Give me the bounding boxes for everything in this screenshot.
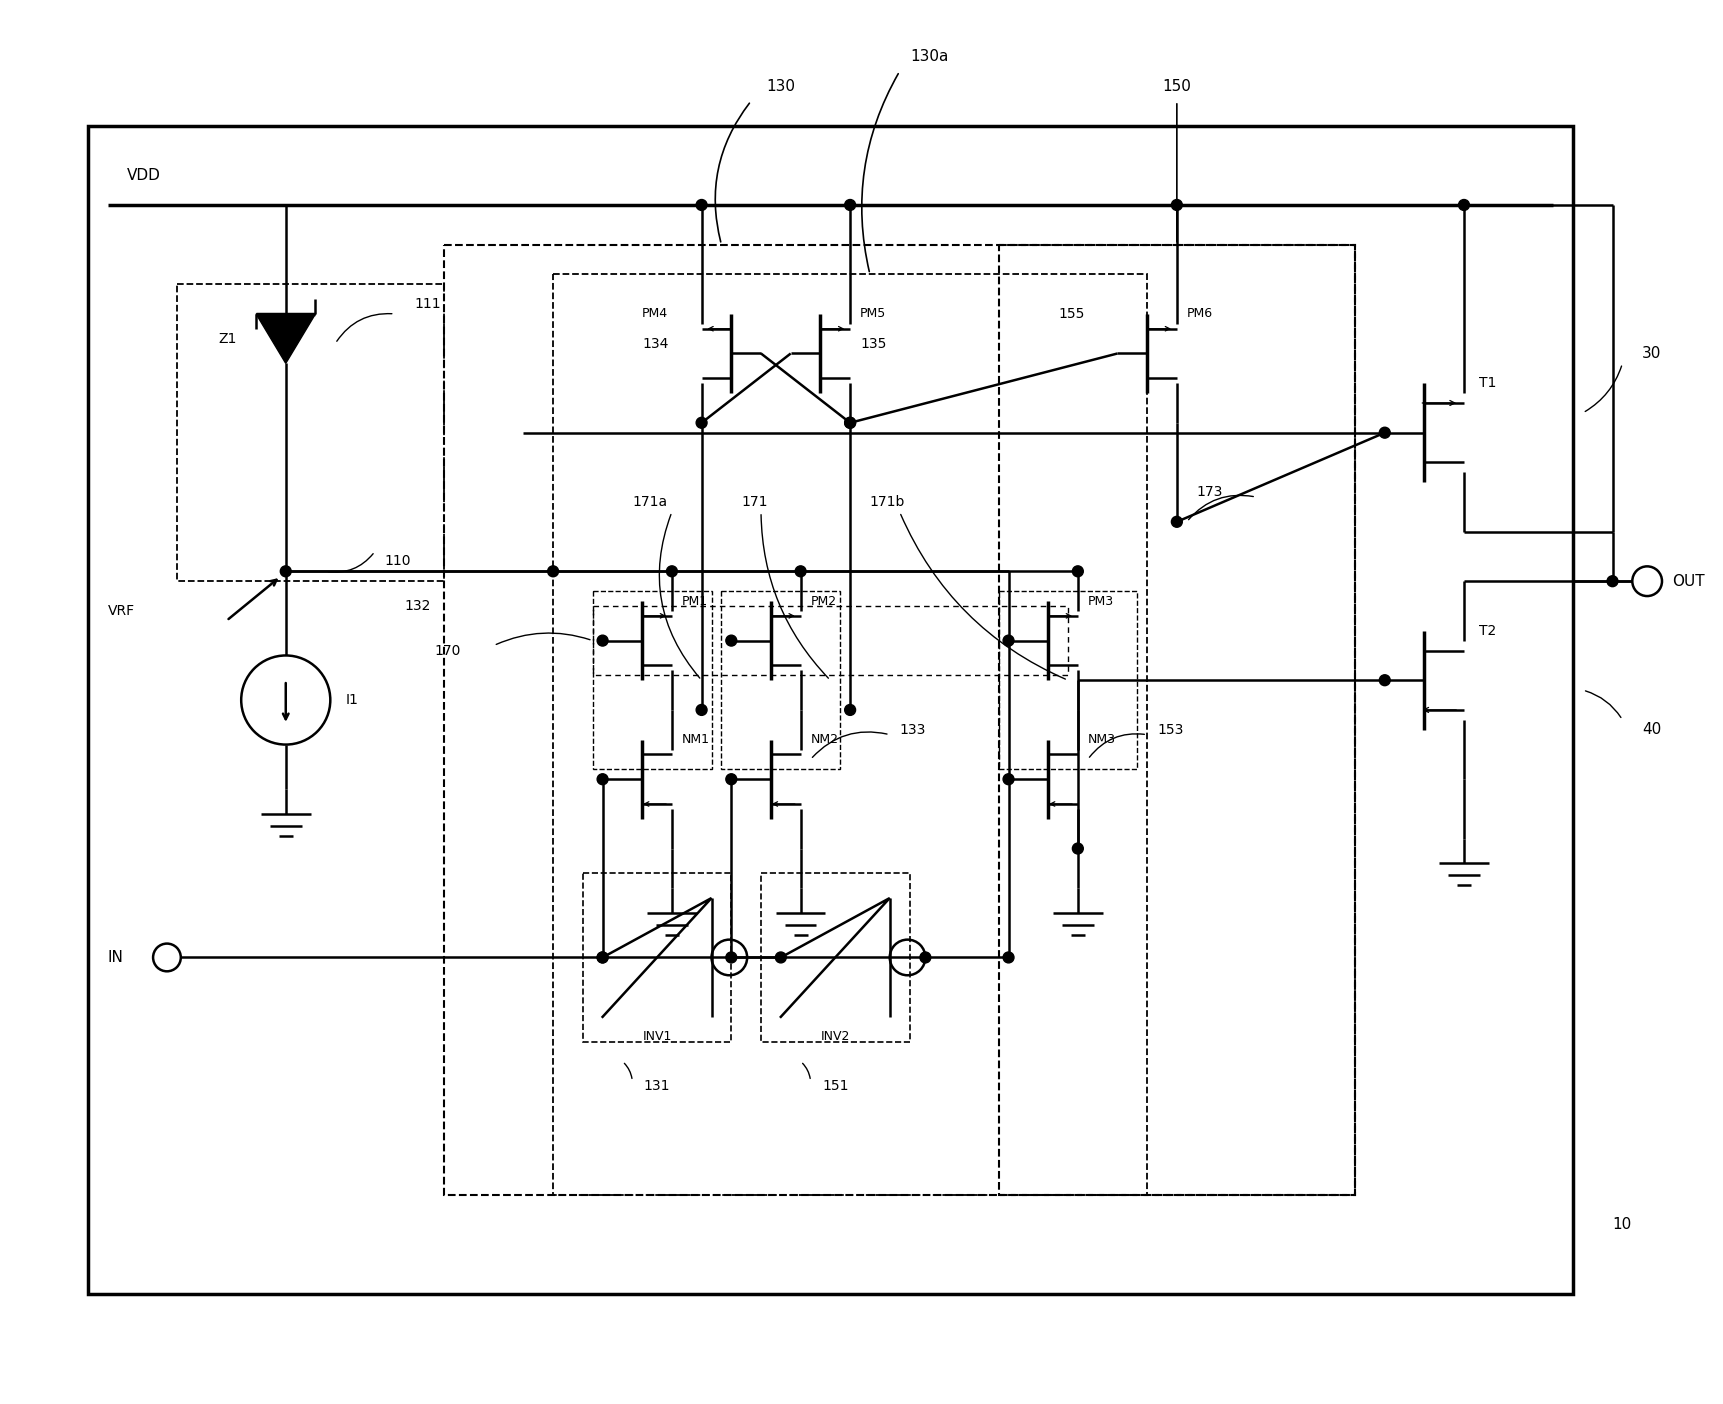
Circle shape	[1072, 842, 1082, 854]
Text: I1: I1	[345, 694, 358, 708]
Circle shape	[920, 952, 930, 963]
Text: Z1: Z1	[217, 331, 236, 345]
Text: 132: 132	[405, 600, 431, 614]
Bar	[553, 274, 1146, 1195]
FancyArrowPatch shape	[803, 1063, 810, 1078]
Text: 171b: 171b	[870, 496, 905, 510]
Text: NM3: NM3	[1087, 733, 1115, 746]
Text: 135: 135	[860, 337, 886, 351]
Circle shape	[725, 774, 736, 785]
Text: 40: 40	[1642, 722, 1661, 737]
Text: IN: IN	[107, 951, 124, 965]
Text: VDD: VDD	[128, 167, 162, 183]
Circle shape	[1378, 427, 1389, 438]
Bar	[998, 244, 1354, 1195]
Circle shape	[844, 417, 855, 428]
Circle shape	[281, 566, 291, 577]
Circle shape	[725, 635, 736, 646]
Text: 131: 131	[643, 1080, 670, 1094]
FancyArrowPatch shape	[336, 313, 391, 341]
Circle shape	[844, 417, 855, 428]
Circle shape	[667, 566, 677, 577]
Bar	[88, 126, 1571, 1294]
Text: 170: 170	[434, 643, 460, 657]
Text: 30: 30	[1642, 345, 1661, 361]
Bar	[582, 873, 731, 1042]
Circle shape	[844, 199, 855, 211]
Text: PM1: PM1	[681, 594, 708, 608]
Circle shape	[1003, 952, 1013, 963]
FancyArrowPatch shape	[1089, 734, 1144, 757]
Bar	[720, 591, 839, 769]
FancyArrowPatch shape	[1187, 496, 1253, 519]
FancyArrowPatch shape	[496, 633, 589, 644]
Text: 151: 151	[822, 1080, 848, 1094]
Text: PM6: PM6	[1185, 307, 1213, 320]
Text: PM3: PM3	[1087, 594, 1113, 608]
Text: 110: 110	[384, 555, 412, 569]
Text: NM2: NM2	[810, 733, 837, 746]
FancyArrowPatch shape	[1585, 691, 1620, 717]
FancyArrowPatch shape	[862, 73, 898, 271]
FancyArrowPatch shape	[899, 514, 1065, 680]
Text: T1: T1	[1478, 376, 1496, 390]
Circle shape	[696, 417, 706, 428]
Circle shape	[1378, 675, 1389, 685]
Circle shape	[596, 952, 608, 963]
Bar	[445, 244, 1354, 1195]
FancyArrowPatch shape	[658, 514, 700, 678]
Circle shape	[1170, 199, 1182, 211]
Text: INV1: INV1	[643, 1031, 672, 1043]
Circle shape	[1170, 517, 1182, 528]
Text: 150: 150	[1161, 79, 1191, 94]
Bar	[998, 591, 1137, 769]
Circle shape	[696, 705, 706, 716]
Text: PM4: PM4	[643, 307, 669, 320]
Circle shape	[1458, 199, 1468, 211]
Bar	[593, 607, 1067, 675]
Polygon shape	[257, 314, 315, 364]
Text: OUT: OUT	[1671, 574, 1704, 588]
Text: 10: 10	[1611, 1217, 1630, 1233]
FancyArrowPatch shape	[327, 553, 372, 573]
Text: NM1: NM1	[681, 733, 710, 746]
Circle shape	[1003, 635, 1013, 646]
FancyArrowPatch shape	[812, 731, 887, 757]
Text: 171: 171	[741, 496, 767, 510]
FancyArrowPatch shape	[715, 104, 750, 241]
Circle shape	[794, 566, 806, 577]
Circle shape	[548, 566, 558, 577]
Text: VRF: VRF	[107, 604, 134, 618]
Circle shape	[775, 952, 786, 963]
Circle shape	[725, 952, 736, 963]
Text: 130a: 130a	[910, 49, 948, 65]
Text: INV2: INV2	[820, 1031, 849, 1043]
FancyArrowPatch shape	[760, 515, 829, 678]
Bar	[177, 284, 445, 581]
Bar	[760, 873, 910, 1042]
Text: 130: 130	[765, 79, 794, 94]
Text: 171a: 171a	[632, 496, 667, 510]
FancyArrowPatch shape	[1583, 366, 1621, 411]
FancyArrowPatch shape	[624, 1063, 632, 1078]
Circle shape	[844, 705, 855, 716]
Text: 134: 134	[643, 337, 669, 351]
Circle shape	[696, 199, 706, 211]
Text: 133: 133	[899, 723, 925, 737]
Circle shape	[596, 635, 608, 646]
Circle shape	[596, 774, 608, 785]
Circle shape	[1606, 576, 1616, 587]
Text: 173: 173	[1196, 486, 1222, 498]
Text: PM2: PM2	[810, 594, 836, 608]
Circle shape	[596, 952, 608, 963]
Text: T2: T2	[1478, 623, 1496, 637]
Text: 155: 155	[1058, 307, 1084, 322]
Bar	[593, 591, 712, 769]
Circle shape	[1072, 566, 1082, 577]
Text: 111: 111	[414, 298, 441, 310]
Circle shape	[1003, 774, 1013, 785]
Text: 153: 153	[1156, 723, 1182, 737]
Text: PM5: PM5	[860, 307, 886, 320]
